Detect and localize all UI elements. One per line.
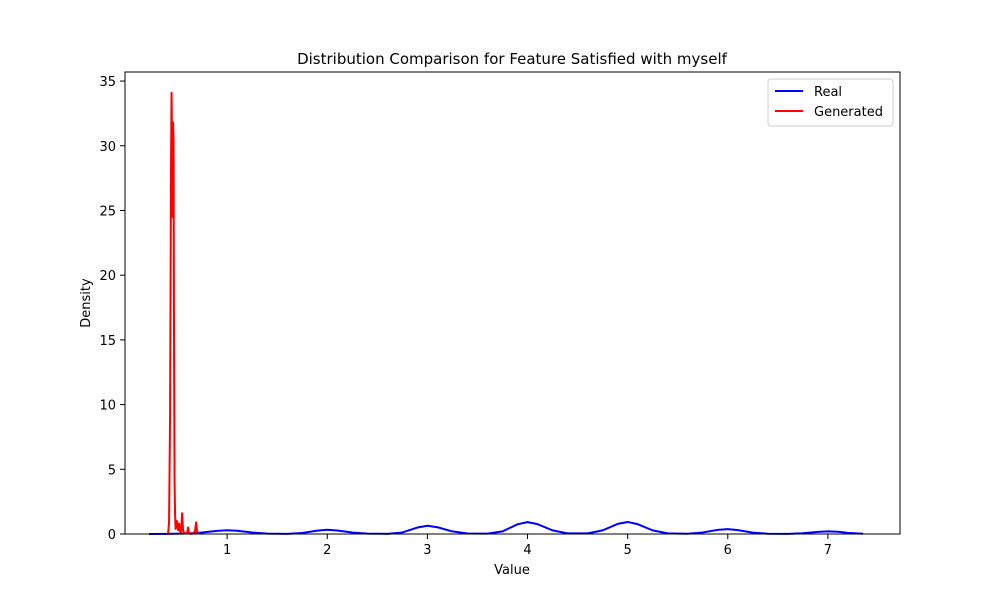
chart-title: Distribution Comparison for Feature Sati… <box>297 50 728 68</box>
y-axis-label: Density <box>79 278 94 328</box>
y-axis: 0 5 10 15 20 25 30 35 <box>99 75 125 543</box>
y-tick-label: 15 <box>99 334 116 349</box>
x-axis: 1 2 3 4 5 6 7 <box>223 534 832 558</box>
y-tick-label: 30 <box>99 140 116 155</box>
x-tick-label: 1 <box>223 543 231 558</box>
x-axis-label: Value <box>494 563 530 578</box>
legend-label-generated: Generated <box>814 105 883 120</box>
x-tick-label: 6 <box>724 543 732 558</box>
x-tick-label: 4 <box>523 543 531 558</box>
y-tick-label: 25 <box>99 204 116 219</box>
y-tick-label: 10 <box>99 399 116 414</box>
y-tick-label: 5 <box>108 463 116 478</box>
plot-frame <box>124 71 901 535</box>
y-tick-label: 20 <box>99 269 116 284</box>
x-tick-label: 3 <box>423 543 431 558</box>
y-tick-label: 35 <box>99 75 116 90</box>
x-tick-label: 7 <box>824 543 832 558</box>
x-tick-label: 2 <box>323 543 331 558</box>
x-tick-label: 5 <box>624 543 632 558</box>
legend-label-real: Real <box>814 85 842 100</box>
legend: Real Generated <box>767 78 894 127</box>
y-tick-label: 0 <box>108 528 116 543</box>
